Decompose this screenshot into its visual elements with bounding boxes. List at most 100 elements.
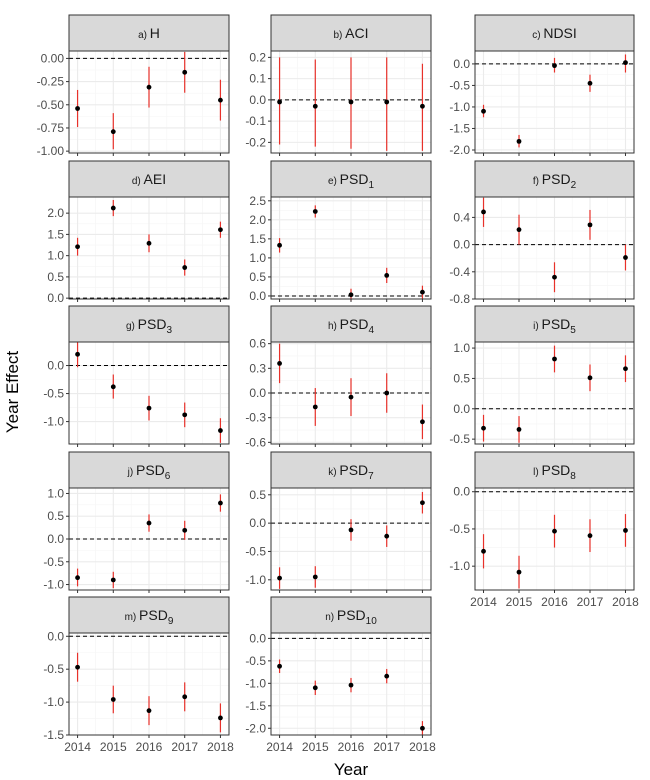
y-tick-label: 0.5: [249, 270, 266, 284]
x-tick-label: 2017: [373, 740, 400, 754]
x-tick-label: 2015: [506, 595, 533, 609]
data-point: [552, 528, 557, 534]
facet-strip-label: j) PSD6: [127, 462, 171, 482]
y-tick-label: -0.5: [449, 78, 470, 92]
data-point: [218, 715, 223, 721]
y-tick-label: -0.5: [43, 387, 64, 401]
y-tick-label: 0.0: [47, 629, 64, 643]
data-point: [516, 427, 522, 432]
facet-strip: [270, 596, 432, 634]
data-point: [552, 63, 557, 69]
data-point: [182, 694, 188, 700]
facet-strip-label: i) PSD5: [533, 316, 576, 336]
data-point: [312, 209, 318, 214]
facet-strip-label: m) PSD9: [125, 607, 174, 627]
facet-panel-8: h) PSD4 0.6 0.3 0.0 -0.3 -0.6: [245, 305, 432, 449]
data-point: [384, 673, 390, 679]
data-point: [277, 663, 282, 669]
facet-panel-12: l) PSD8 0.0 -0.5 -1.0 2014 2015 2016 2017 2018: [449, 451, 639, 609]
facet-strip-label: d) AEI: [132, 171, 166, 187]
y-tick-label: 0.0: [453, 57, 470, 71]
data-point: [384, 273, 390, 278]
data-point: [277, 99, 282, 105]
y-tick-label: 2.0: [47, 206, 64, 220]
data-point: [552, 356, 557, 362]
data-point: [587, 375, 593, 381]
x-tick-label: 2017: [171, 740, 198, 754]
data-point: [587, 222, 593, 228]
data-point: [218, 97, 223, 103]
data-point: [481, 425, 486, 431]
y-tick-label: 0.0: [453, 402, 470, 416]
y-tick-label: 0.2: [249, 50, 266, 64]
y-tick-label: 0.0: [47, 532, 64, 546]
x-tick-label: 2016: [338, 740, 365, 754]
data-point: [587, 80, 593, 86]
x-tick-label: 2018: [207, 740, 234, 754]
data-point: [623, 528, 628, 533]
y-tick-label: 0.4: [453, 210, 470, 224]
data-point: [75, 664, 80, 670]
data-point: [587, 533, 593, 539]
y-tick-label: 0.5: [47, 509, 64, 523]
data-point: [75, 575, 80, 581]
data-point: [75, 106, 80, 111]
data-point: [348, 292, 354, 298]
data-point: [552, 274, 557, 280]
data-point: [277, 360, 282, 366]
x-tick-label: 2015: [100, 740, 127, 754]
y-tick-label: -1.0: [43, 695, 64, 709]
y-tick-label: 1.5: [47, 227, 64, 241]
facet-panel-6: f) PSD2 0.4 0.0 -0.4 -0.8: [449, 160, 635, 306]
facet-strip: [270, 160, 432, 198]
x-tick-label: 2018: [409, 740, 436, 754]
x-tick-label: 2018: [612, 595, 639, 609]
y-tick-label: 0.1: [249, 72, 266, 86]
facet-strip-label: f) PSD2: [533, 171, 577, 191]
y-tick-label: -0.8: [449, 292, 470, 306]
y-tick-label: -0.50: [37, 98, 65, 112]
data-point: [218, 227, 223, 233]
y-tick-label: 0.00: [41, 51, 65, 65]
data-point: [218, 500, 223, 506]
y-tick-label: -0.6: [245, 435, 266, 449]
facet-panel-3: c) NDSI 0.0 -0.5 -1.0 -1.5 -2.0: [449, 14, 635, 157]
y-tick-label: 1.0: [453, 341, 470, 355]
data-point: [481, 108, 486, 114]
facet-panel-10: j) PSD6 1.0 0.5 0.0 -0.5 -1.0: [43, 451, 230, 593]
y-tick-label: 2.0: [249, 213, 266, 227]
facet-strip-label: a) H: [138, 25, 160, 41]
data-point: [348, 682, 354, 688]
facet-strip: [474, 160, 635, 198]
y-tick-label: -0.5: [43, 662, 64, 676]
y-tick-label: 0.3: [249, 361, 266, 375]
y-tick-label: -0.2: [245, 135, 266, 149]
facet-panel-2: b) ACI 0.2 0.1 0.0 -0.1 -0.2: [245, 14, 432, 156]
x-tick-label: 2014: [470, 595, 497, 609]
y-axis-title: Year Effect: [3, 351, 22, 434]
data-point: [481, 548, 486, 554]
data-point: [623, 255, 628, 260]
data-point: [110, 384, 116, 390]
data-point: [420, 419, 425, 425]
facet-strip-label: c) NDSI: [532, 25, 577, 41]
data-point: [110, 577, 116, 583]
y-tick-label: -0.3: [245, 411, 266, 425]
facet-strip-label: h) PSD4: [328, 316, 374, 336]
y-tick-label: -1.5: [449, 121, 470, 135]
data-point: [146, 84, 152, 90]
y-tick-label: 1.0: [47, 249, 64, 263]
facet-panel-1: a) H 0.00 -0.25 -0.50 -0.75 -1.00: [37, 14, 230, 158]
data-point: [348, 99, 354, 105]
y-tick-label: 0.0: [249, 516, 266, 530]
facet-panel-7: g) PSD3 0.0 -0.5 -1.0: [43, 305, 230, 447]
data-point: [420, 725, 425, 731]
y-tick-label: 0.0: [249, 631, 266, 645]
y-tick-label: 1.0: [47, 486, 64, 500]
y-tick-label: 0.6: [249, 337, 266, 351]
y-tick-label: -0.5: [245, 544, 266, 558]
facet-strip: [474, 451, 635, 489]
data-point: [312, 685, 318, 691]
